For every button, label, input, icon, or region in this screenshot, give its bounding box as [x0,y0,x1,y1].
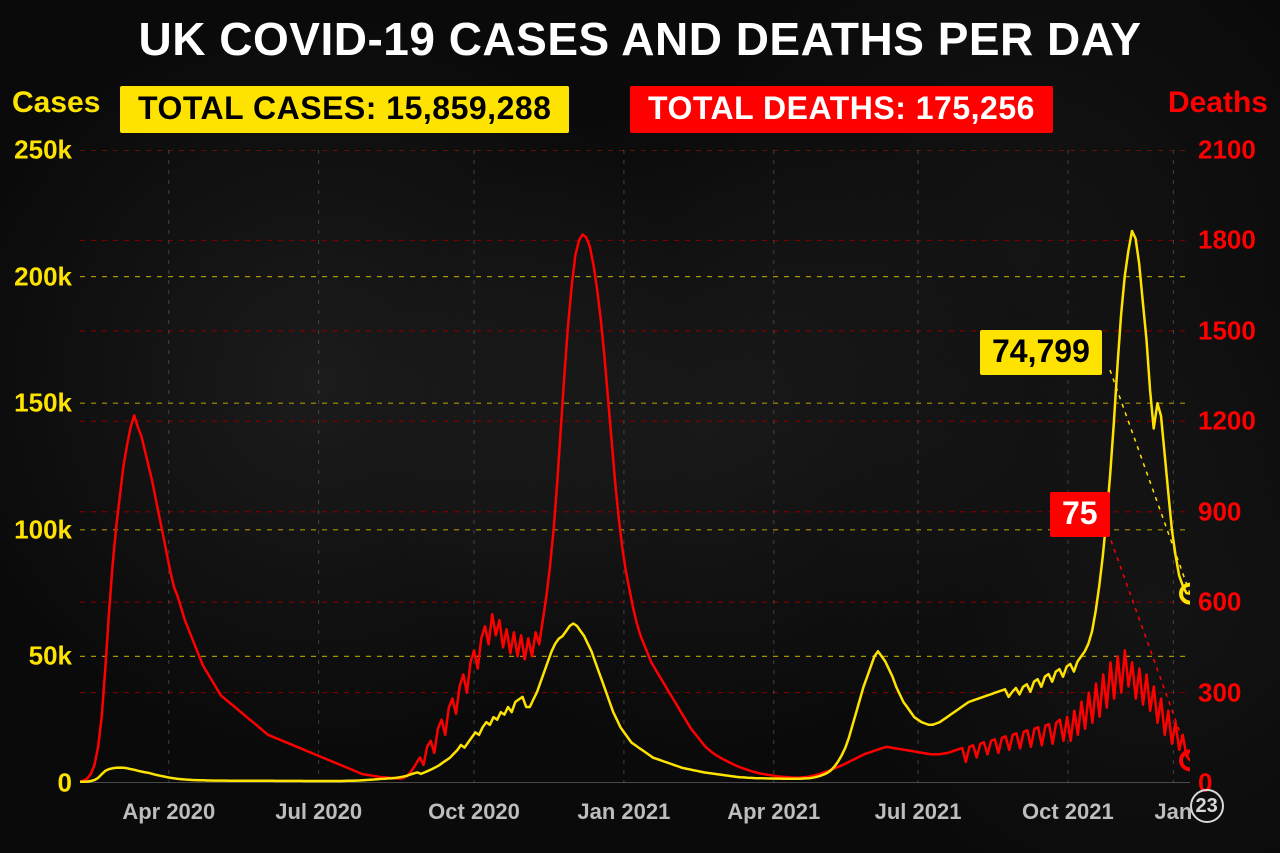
cases-callout: 74,799 [980,330,1102,375]
right-y-tick: 2100 [1198,135,1270,166]
total-cases-badge: TOTAL CASES: 15,859,288 [120,86,569,133]
left-y-tick: 150k [10,388,72,419]
right-axis-label: Deaths [1168,86,1268,120]
x-tick: Jul 2021 [875,799,962,825]
right-y-tick: 900 [1198,496,1270,527]
x-tick: Apr 2021 [727,799,820,825]
chart-area [80,150,1190,783]
left-y-tick: 100k [10,514,72,545]
x-tick: Apr 2020 [122,799,215,825]
x-tick: Oct 2021 [1022,799,1114,825]
left-y-tick: 0 [10,768,72,799]
right-y-tick: 1800 [1198,225,1270,256]
right-y-tick: 300 [1198,677,1270,708]
end-date-marker: 23 [1190,789,1224,823]
left-y-tick: 250k [10,135,72,166]
deaths-callout: 75 [1050,492,1110,537]
right-y-tick: 1200 [1198,406,1270,437]
total-deaths-badge: TOTAL DEATHS: 175,256 [630,86,1053,133]
left-y-tick: 200k [10,261,72,292]
right-y-tick: 1500 [1198,315,1270,346]
left-axis-label: Cases [12,86,100,120]
right-y-tick: 600 [1198,587,1270,618]
x-tick: Oct 2020 [428,799,520,825]
chart-title: UK COVID-19 CASES AND DEATHS PER DAY [139,12,1142,66]
left-y-tick: 50k [10,641,72,672]
x-tick: Jul 2020 [275,799,362,825]
x-tick: Jan 2021 [577,799,670,825]
x-tick: Jan [1154,799,1192,825]
dual-axis-line-chart [80,150,1190,783]
